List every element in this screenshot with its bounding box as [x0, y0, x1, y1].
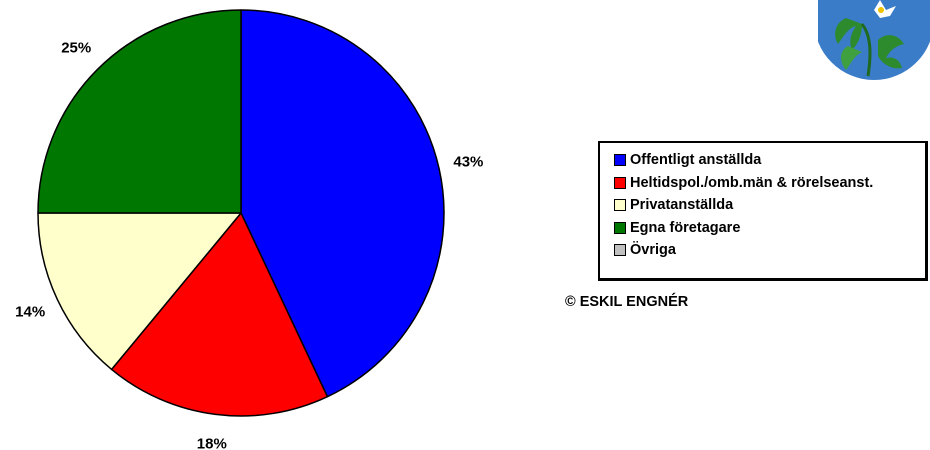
- slice-percent-label: 25%: [61, 40, 91, 57]
- legend-item-heltidspol: Heltidspol./omb.män & rörelseanst.: [614, 172, 925, 195]
- pie-slice: [37, 212, 242, 371]
- legend-label: Heltidspol./omb.män & rörelseanst.: [630, 174, 874, 191]
- pie-slices: [37, 9, 445, 417]
- legend: Offentligt anställda Heltidspol./omb.män…: [598, 141, 928, 281]
- legend-swatch: [614, 244, 626, 257]
- slice-percent-label: 18%: [197, 436, 227, 450]
- pie-slice: [37, 9, 242, 214]
- legend-item-egna-foretagare: Egna företagare: [614, 217, 925, 240]
- pie-slice: [110, 212, 329, 417]
- copyright-text: © ESKIL ENGNÉR: [565, 294, 689, 310]
- pie-labels: 43% 18% 14% 25%: [15, 40, 483, 450]
- legend-label: Privatanställda: [630, 197, 734, 214]
- legend-label: Egna företagare: [630, 219, 741, 236]
- flower-leaf-logo-icon: [818, 0, 930, 80]
- pie-slice: [240, 9, 445, 398]
- slice-percent-label: 14%: [15, 304, 45, 321]
- legend-label: Offentligt anställda: [630, 152, 762, 169]
- legend-swatch: [614, 176, 626, 189]
- slice-percent-label: 43%: [453, 154, 483, 171]
- legend-item-ovriga: Övriga: [614, 239, 925, 262]
- legend-swatch: [614, 154, 626, 167]
- legend-swatch: [614, 221, 626, 234]
- legend-label: Övriga: [630, 242, 676, 259]
- legend-swatch: [614, 199, 626, 212]
- legend-item-offentligt: Offentligt anställda: [614, 149, 925, 172]
- legend-item-privatanstallda: Privatanställda: [614, 194, 925, 217]
